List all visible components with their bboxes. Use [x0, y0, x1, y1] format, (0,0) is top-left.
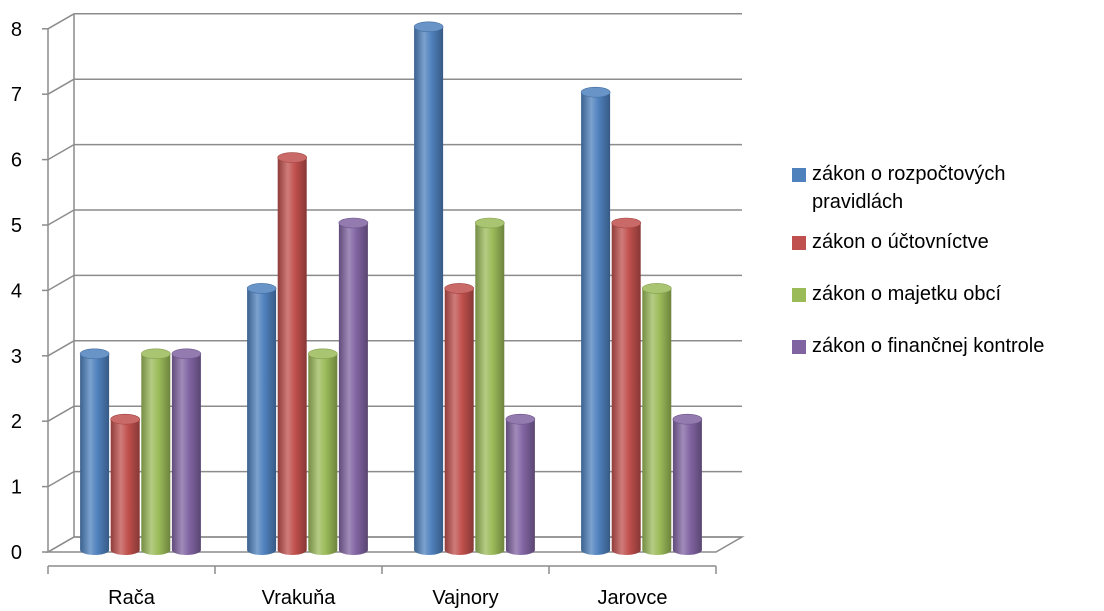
bar [307, 348, 338, 555]
bar-body [505, 419, 535, 555]
gridline-depth [47, 405, 75, 422]
bar-cap [505, 413, 536, 425]
bar [246, 283, 277, 555]
bar-body [338, 223, 368, 555]
bar-cap [580, 86, 611, 98]
bar-body [672, 419, 702, 555]
y-tick-label: 5 [11, 215, 22, 237]
y-tick-label: 8 [11, 19, 22, 41]
bar [110, 413, 140, 555]
bar-body [444, 288, 474, 555]
y-tick-label: 7 [11, 84, 22, 106]
bar-body [247, 288, 277, 555]
gridline-depth [47, 274, 75, 292]
bar [580, 86, 611, 555]
bar-cap [641, 283, 672, 294]
legend-swatch [792, 236, 806, 250]
legend-item: zákon o finančnej kontrole [790, 332, 1102, 360]
bar-body [141, 353, 171, 555]
legend-swatch [792, 168, 806, 182]
bar [611, 217, 642, 555]
bar-cap [474, 217, 505, 229]
bar [338, 217, 369, 555]
bar [444, 283, 475, 555]
bar [505, 413, 536, 555]
bar-cap [277, 152, 308, 163]
bar-body [611, 223, 641, 555]
gridline-depth [47, 209, 75, 226]
axes [42, 13, 745, 574]
bar-cap [611, 217, 642, 229]
bar-cap [672, 413, 703, 425]
y-tick-label: 6 [11, 150, 22, 172]
legend-item: zákon o majetku obcí [790, 280, 1102, 308]
x-category-label: Vrakuňa [262, 587, 337, 609]
legend-label: zákon o majetku obcí [812, 283, 1001, 305]
bar-body [308, 353, 338, 555]
bar-cap [444, 283, 475, 294]
legend-swatch [792, 340, 806, 354]
gridline-depth [47, 143, 75, 161]
bar-cap [171, 348, 202, 360]
gridline-depth [47, 13, 75, 30]
gridline-depth [47, 470, 75, 488]
bar-body [581, 92, 611, 555]
bar [413, 21, 444, 556]
y-tick-label: 1 [11, 477, 22, 499]
bar-cap [307, 348, 338, 360]
bar-cap [413, 21, 444, 33]
y-tick-label: 3 [11, 346, 22, 368]
bar-body [642, 288, 672, 555]
bars [79, 21, 703, 556]
legend-label: zákon o účtovníctve [812, 231, 989, 253]
bar-cap [338, 217, 369, 229]
bar [79, 348, 110, 555]
bar-cap [110, 413, 140, 425]
y-tick-label: 0 [11, 542, 22, 564]
legend-item: zákon o rozpočtových pravidlách [790, 160, 1102, 216]
legend: zákon o rozpočtových pravidlách zákon o ú… [790, 160, 1102, 360]
tick-labels: 0 1 2 3 4 5 6 7 8 Rača Vrakuňa Vajnory Jarovce [11, 19, 668, 609]
bar-body [277, 157, 307, 555]
x-category-label: Rača [108, 587, 156, 609]
y-tick-label: 4 [11, 280, 22, 302]
legend-item: zákon o účtovníctve [790, 228, 1102, 256]
bar [277, 152, 308, 555]
legend-label: zákon o rozpočtových pravidlách [812, 163, 1006, 213]
gridline-depth [47, 78, 75, 95]
bar-cap [79, 348, 110, 360]
legend-swatch [792, 288, 806, 302]
bar [641, 283, 672, 555]
y-tick-label: 2 [11, 411, 22, 433]
bar-body [110, 419, 140, 555]
bar-body [80, 353, 110, 555]
bar-cap [246, 283, 277, 294]
bar-body [475, 223, 505, 555]
bar-body [414, 26, 444, 556]
bar [171, 348, 202, 555]
bar-chart: 0 1 2 3 4 5 6 7 8 Rača Vrakuňa Vajnory Jarovce [11, 13, 745, 609]
gridline-depth [47, 340, 75, 357]
bar [672, 413, 703, 555]
bar-body [171, 353, 201, 555]
x-category-label: Vajnory [432, 587, 498, 609]
legend-label: zákon o finančnej kontrole [812, 335, 1045, 357]
bar [474, 217, 505, 555]
bar-cap [141, 348, 171, 360]
x-category-label: Jarovce [597, 587, 667, 609]
bar [141, 348, 171, 555]
